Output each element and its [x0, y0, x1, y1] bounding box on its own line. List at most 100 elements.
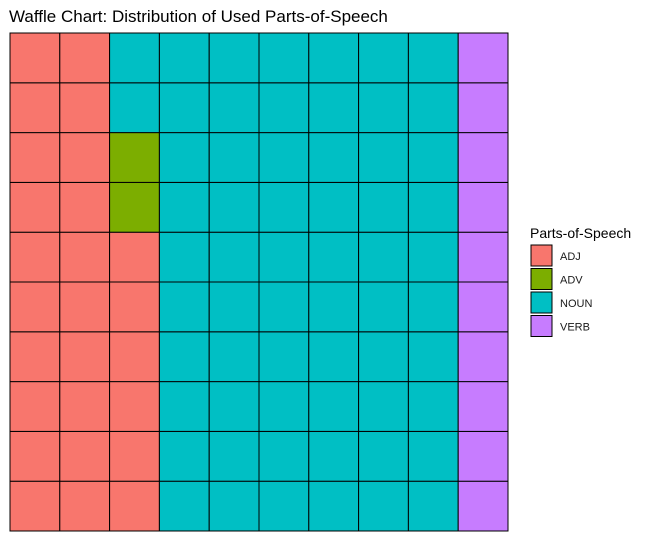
- waffle-cell-adj: [109, 331, 160, 383]
- legend-label-verb: VERB: [560, 322, 590, 334]
- waffle-cell-noun: [358, 231, 409, 283]
- waffle-cell-verb: [457, 231, 509, 283]
- waffle-cell-verb: [457, 181, 509, 233]
- waffle-cell-noun: [358, 181, 409, 233]
- waffle-cell-noun: [308, 32, 360, 84]
- waffle-cell-noun: [407, 281, 459, 333]
- waffle-cell-noun: [308, 381, 360, 432]
- legend-key-verb: [530, 315, 553, 337]
- waffle-cell-adj: [109, 480, 160, 532]
- waffle-cell-adj: [9, 231, 61, 283]
- waffle-cell-noun: [158, 231, 210, 283]
- waffle-cell-noun: [208, 381, 260, 432]
- waffle-cell-adj: [59, 32, 111, 84]
- waffle-cell-verb: [457, 281, 509, 333]
- waffle-cell-adj: [9, 32, 61, 84]
- waffle-cell-adj: [9, 331, 61, 383]
- waffle-cell-verb: [457, 430, 509, 482]
- waffle-cell-verb: [457, 32, 509, 84]
- waffle-cell-verb: [457, 381, 509, 432]
- waffle-cell-noun: [208, 181, 260, 233]
- waffle-cell-noun: [258, 231, 310, 283]
- waffle-cell-noun: [158, 331, 210, 383]
- waffle-cell-adv: [109, 132, 160, 183]
- waffle-cell-noun: [407, 32, 459, 84]
- waffle-cell-adj: [59, 231, 111, 283]
- waffle-cell-adv: [109, 181, 160, 233]
- waffle-cell-noun: [158, 181, 210, 233]
- waffle-cell-noun: [358, 32, 409, 84]
- waffle-cell-noun: [158, 132, 210, 183]
- waffle-cell-noun: [258, 480, 310, 532]
- legend: Parts-of-Speech ADJ ADV NOUN VERB: [530, 225, 631, 337]
- waffle-cell-noun: [208, 480, 260, 532]
- waffle-cell-noun: [358, 132, 409, 183]
- waffle-cell-adj: [9, 480, 61, 532]
- waffle-cell-adj: [9, 381, 61, 432]
- waffle-cell-noun: [407, 331, 459, 383]
- legend-items: ADJ ADV NOUN VERB: [530, 244, 592, 337]
- waffle-cell-noun: [407, 381, 459, 432]
- waffle-cell-noun: [358, 331, 409, 383]
- waffle-cell-noun: [158, 480, 210, 532]
- waffle-cell-noun: [358, 480, 409, 532]
- legend-label-noun: NOUN: [560, 298, 592, 310]
- waffle-cell-adj: [9, 281, 61, 333]
- waffle-cell-noun: [208, 132, 260, 183]
- waffle-cell-adj: [59, 480, 111, 532]
- waffle-cell-noun: [308, 430, 360, 482]
- waffle-cell-verb: [457, 132, 509, 183]
- waffle-cell-noun: [407, 132, 459, 183]
- waffle-cell-noun: [109, 32, 160, 84]
- waffle-cell-noun: [208, 231, 260, 283]
- legend-label-adv: ADV: [560, 275, 583, 287]
- waffle-cell-noun: [308, 82, 360, 134]
- chart-title: Waffle Chart: Distribution of Used Parts…: [9, 7, 388, 26]
- waffle-cell-adj: [59, 381, 111, 432]
- waffle-cell-noun: [109, 82, 160, 134]
- waffle-grid: [9, 32, 509, 532]
- waffle-cell-adj: [9, 132, 61, 183]
- waffle-cell-noun: [407, 231, 459, 283]
- waffle-cell-noun: [358, 430, 409, 482]
- waffle-cell-verb: [457, 82, 509, 134]
- waffle-cell-noun: [208, 281, 260, 333]
- waffle-cell-noun: [158, 32, 210, 84]
- waffle-cell-noun: [258, 281, 310, 333]
- waffle-cell-noun: [158, 82, 210, 134]
- waffle-cell-noun: [208, 82, 260, 134]
- waffle-cell-adj: [109, 430, 160, 482]
- waffle-cell-noun: [258, 181, 310, 233]
- waffle-cell-noun: [407, 430, 459, 482]
- waffle-cell-adj: [59, 430, 111, 482]
- legend-key-adv: [530, 268, 553, 290]
- legend-title: Parts-of-Speech: [530, 225, 631, 241]
- waffle-cell-adj: [9, 82, 61, 134]
- waffle-cell-noun: [358, 381, 409, 432]
- waffle-cell-noun: [258, 331, 310, 383]
- waffle-cell-noun: [308, 132, 360, 183]
- waffle-cell-noun: [308, 231, 360, 283]
- waffle-cell-adj: [59, 132, 111, 183]
- waffle-cell-noun: [308, 480, 360, 532]
- waffle-cell-noun: [208, 430, 260, 482]
- waffle-cell-noun: [158, 381, 210, 432]
- waffle-cell-noun: [358, 281, 409, 333]
- waffle-cell-adj: [59, 331, 111, 383]
- waffle-cell-adj: [109, 281, 160, 333]
- waffle-cell-adj: [109, 381, 160, 432]
- waffle-cell-noun: [258, 430, 310, 482]
- waffle-cell-adj: [9, 181, 61, 233]
- waffle-cell-noun: [308, 181, 360, 233]
- waffle-cell-noun: [308, 331, 360, 383]
- waffle-cell-noun: [358, 82, 409, 134]
- waffle-cell-noun: [258, 381, 310, 432]
- waffle-cell-adj: [59, 82, 111, 134]
- waffle-cell-verb: [457, 331, 509, 383]
- waffle-cell-adj: [109, 231, 160, 283]
- waffle-cell-noun: [308, 281, 360, 333]
- waffle-cell-noun: [208, 331, 260, 383]
- waffle-cell-adj: [9, 430, 61, 482]
- legend-key-noun: [530, 291, 553, 314]
